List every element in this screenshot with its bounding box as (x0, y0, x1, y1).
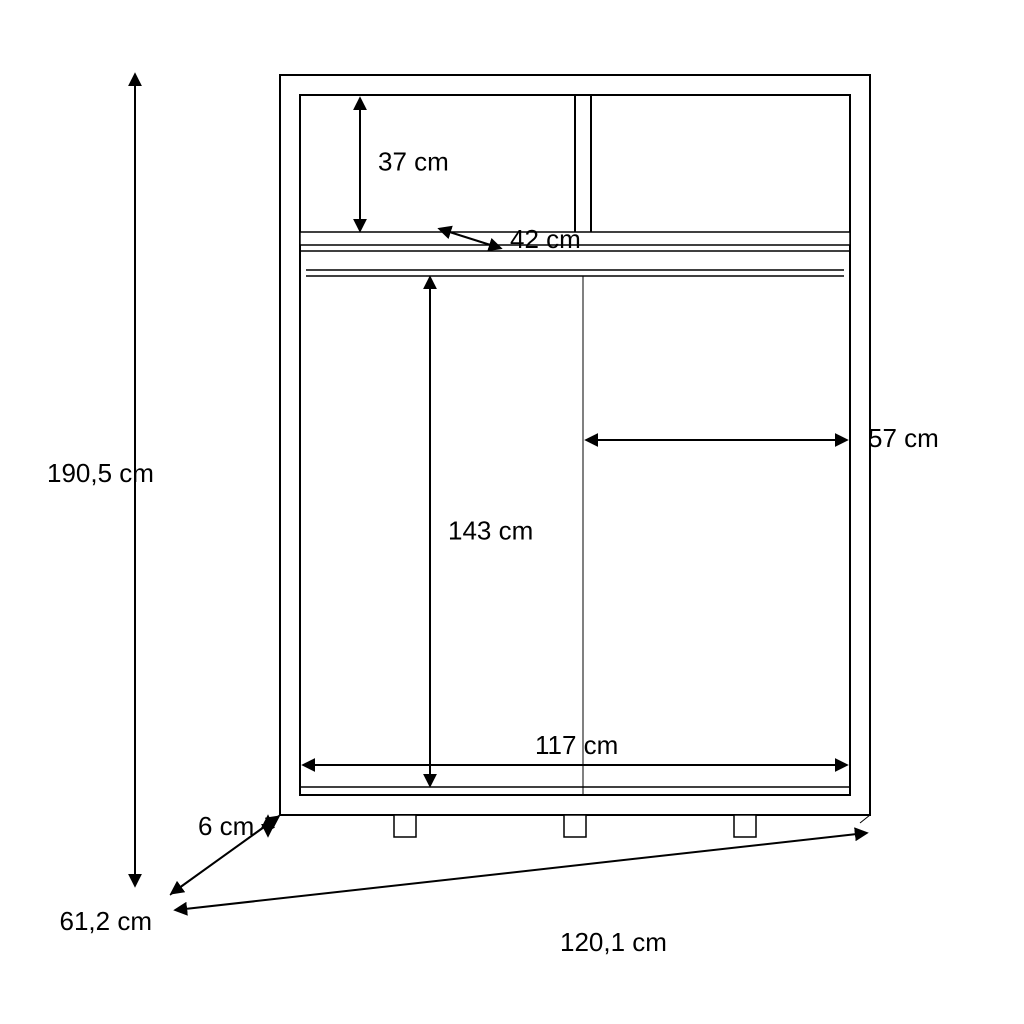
wardrobe-drawing (170, 75, 870, 895)
svg-text:190,5 cm: 190,5 cm (47, 458, 154, 488)
svg-text:117 cm: 117 cm (535, 730, 618, 760)
svg-text:6 cm: 6 cm (198, 811, 254, 841)
svg-text:61,2 cm: 61,2 cm (60, 906, 153, 936)
svg-text:143 cm: 143 cm (448, 515, 533, 545)
svg-text:42 cm: 42 cm (510, 224, 581, 254)
svg-text:37 cm: 37 cm (378, 146, 449, 176)
svg-text:57 cm: 57 cm (868, 423, 939, 453)
svg-text:120,1 cm: 120,1 cm (560, 927, 667, 957)
